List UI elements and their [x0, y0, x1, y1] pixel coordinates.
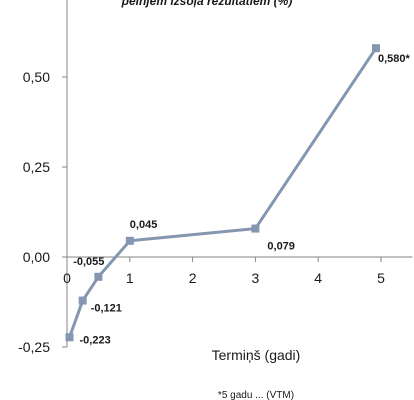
y-tick-label: 0,50	[23, 69, 50, 85]
data-label: 0,045	[130, 219, 158, 231]
axes: -0,25 0,00 0,25 0,50 0 1 2 3 4 5	[18, 0, 413, 355]
data-label: -0,223	[80, 334, 111, 346]
y-tick-label: -0,25	[18, 339, 50, 355]
y-tick-label: 0,25	[23, 159, 50, 175]
data-series: -0,223 -0,121 -0,055 0,045 0,079 0,580*	[65, 44, 411, 346]
x-tick-label: 1	[126, 270, 134, 286]
data-point-marker	[65, 333, 74, 342]
x-axis-title: Termiņš (gadi)	[212, 347, 301, 363]
series-line	[68, 47, 378, 338]
data-point-marker	[125, 236, 134, 245]
data-label: 0,079	[267, 241, 295, 253]
x-tick-label: 3	[252, 270, 260, 286]
data-point-marker	[78, 296, 87, 305]
data-label: 0,580*	[378, 53, 411, 65]
data-point-marker	[94, 272, 103, 281]
x-tick-label: 2	[189, 270, 197, 286]
x-tick-label: 0	[63, 270, 71, 286]
data-label: -0,055	[73, 256, 104, 268]
chart-title: peĺnjem izsoļa rezultātiem (%)	[121, 0, 293, 8]
footnote: *5 gadu ... (VTM)	[218, 390, 294, 400]
x-tick-label: 4	[314, 270, 322, 286]
x-tick-label: 5	[377, 270, 385, 286]
data-label: -0,121	[91, 303, 122, 315]
data-point-marker	[251, 224, 260, 233]
data-point-marker	[371, 44, 380, 53]
y-tick-label: 0,00	[23, 249, 50, 265]
